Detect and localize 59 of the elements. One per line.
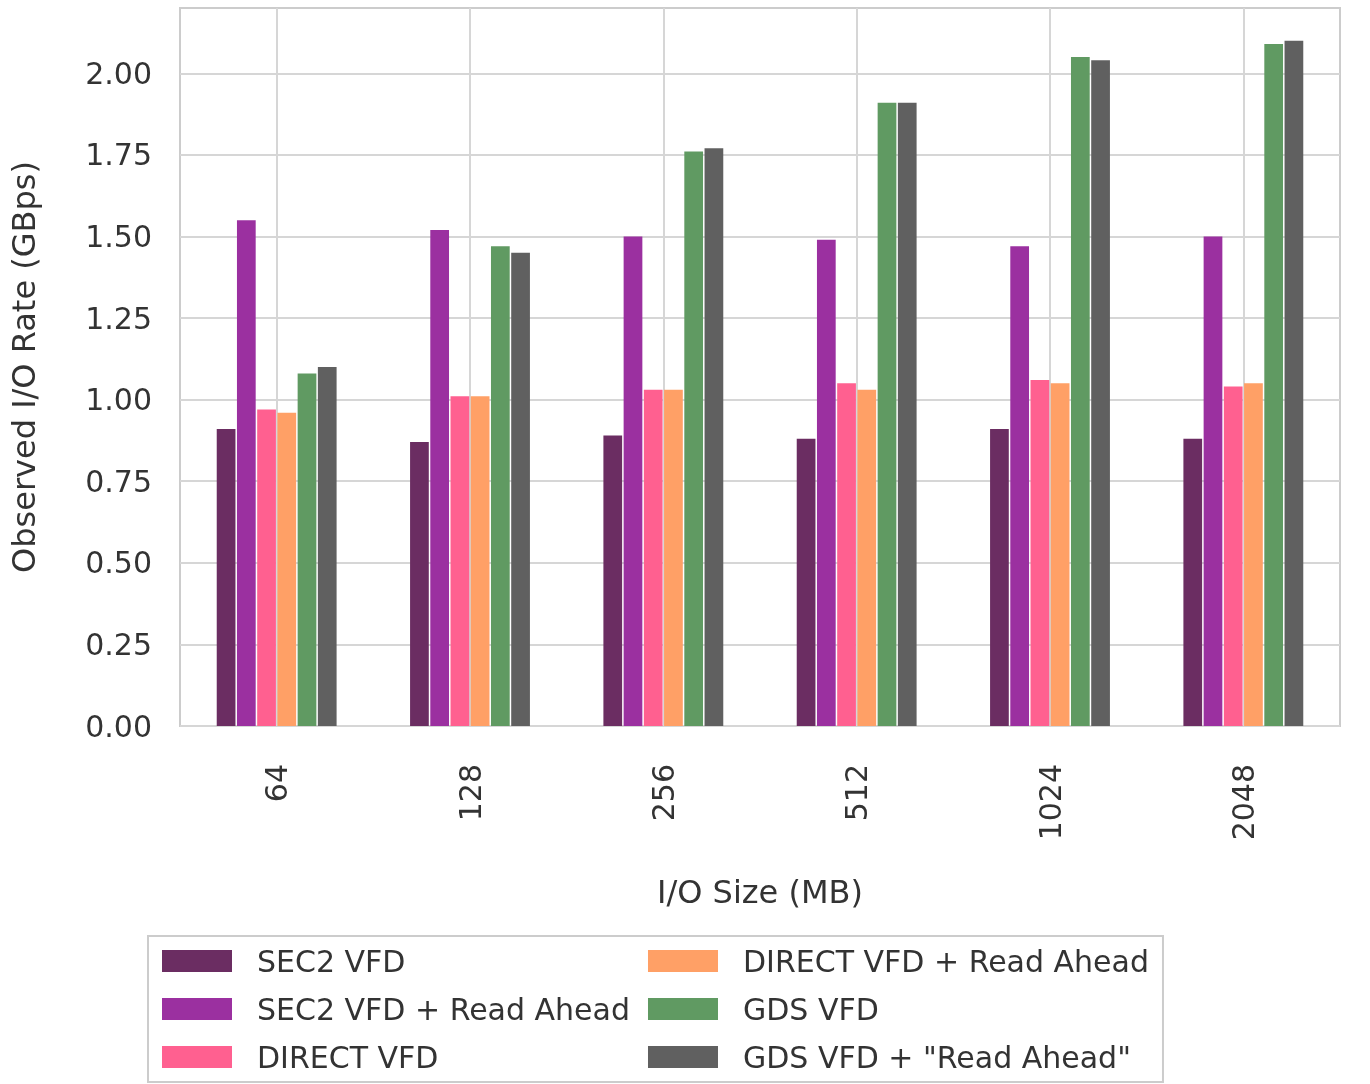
bar [897, 102, 917, 726]
bar [664, 389, 683, 726]
legend-label: GDS VFD [742, 991, 879, 1027]
x-tick-label: 2048 [1225, 764, 1261, 841]
y-tick-label: 0.75 [85, 463, 152, 499]
bar [796, 438, 816, 726]
bar [1284, 40, 1304, 726]
y-tick-label: 2.00 [85, 55, 152, 91]
y-tick-label: 0.25 [85, 626, 152, 662]
x-tick-label: 256 [645, 764, 681, 822]
legend-label: SEC2 VFD [257, 943, 406, 979]
x-axis-title: I/O Size (MB) [657, 873, 863, 911]
bar [990, 429, 1009, 726]
bar [410, 442, 429, 726]
bar [257, 409, 276, 726]
bar [216, 429, 236, 726]
bar [450, 396, 470, 726]
y-tick-label: 1.25 [85, 300, 152, 336]
bar [430, 229, 450, 726]
y-tick-label: 0.00 [85, 708, 152, 744]
bar [1244, 383, 1263, 726]
y-axis-title: Observed I/O Rate (GBps) [5, 161, 43, 573]
bar [816, 239, 836, 726]
bar [1183, 438, 1203, 726]
bar [877, 102, 897, 726]
bar [1010, 246, 1030, 726]
bar [837, 383, 856, 726]
y-tick-label: 1.00 [85, 382, 152, 418]
y-tick-label: 0.50 [85, 545, 152, 581]
x-tick-label: 512 [839, 764, 875, 822]
bar [511, 252, 530, 726]
bar [1070, 56, 1090, 726]
bar [1091, 60, 1110, 726]
bar [643, 389, 663, 726]
bar [603, 435, 623, 726]
legend-label: GDS VFD + "Read Ahead" [742, 1039, 1131, 1075]
y-tick-label: 1.75 [85, 137, 152, 173]
bar [1050, 383, 1070, 726]
legend-label: DIRECT VFD + Read Ahead [742, 943, 1149, 979]
bar [704, 148, 724, 726]
bar [623, 236, 643, 726]
legend-label: DIRECT VFD [257, 1039, 439, 1075]
x-tick-label: 1024 [1032, 764, 1068, 841]
bar [684, 151, 704, 726]
x-tick-label: 128 [452, 764, 488, 822]
bar [236, 220, 256, 726]
bar [470, 396, 490, 726]
bar [1203, 236, 1223, 726]
legend-label: SEC2 VFD + Read Ahead [257, 991, 630, 1027]
x-tick-label: 64 [259, 764, 295, 803]
bar [857, 389, 877, 726]
bar [317, 367, 337, 726]
bar [277, 412, 297, 726]
bar [490, 246, 510, 726]
bar [1030, 380, 1050, 726]
y-tick-label: 1.50 [85, 218, 152, 254]
bar [1223, 386, 1243, 726]
bar [1264, 43, 1284, 726]
bar [297, 373, 317, 726]
